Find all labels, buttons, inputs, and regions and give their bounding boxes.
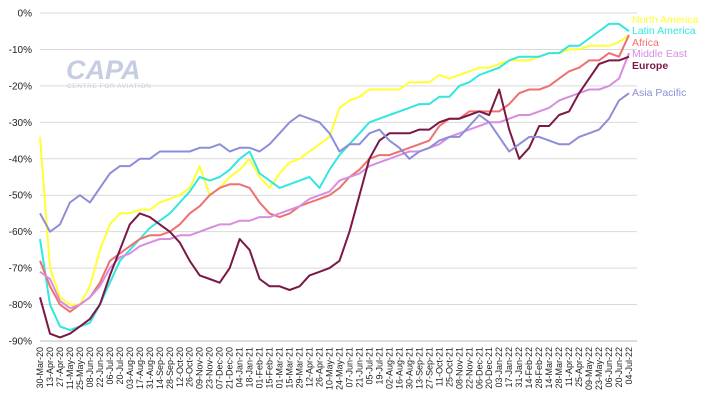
x-tick-label: 04-Jan-21 (235, 347, 245, 388)
x-tick-label: 07-Jun-21 (344, 347, 354, 388)
x-tick-label: 20-Dec-21 (484, 347, 494, 389)
capa-watermark: CAPA CENTRE FOR AVIATION (66, 55, 151, 90)
x-tick-label: 27-Apr-20 (55, 347, 65, 387)
x-tick-label: 25-May-20 (75, 347, 85, 390)
x-tick-label: 15-Feb-21 (265, 347, 275, 389)
x-tick-label: 29-Mar-21 (295, 347, 305, 389)
x-tick-label: 10-May-21 (325, 347, 335, 390)
x-tick-label: 12-Apr-21 (305, 347, 315, 387)
x-tick-label: 23-May-22 (594, 347, 604, 390)
x-tick-label: 11-Oct-21 (434, 347, 444, 386)
x-tick-label: 21-Dec-20 (225, 347, 235, 389)
x-tick-label: 31-Jan-22 (514, 347, 524, 388)
x-tick-label: 03-Jan-22 (494, 347, 504, 388)
x-tick-label: 08-Nov-21 (454, 347, 464, 389)
watermark-tagline: CENTRE FOR AVIATION (67, 83, 151, 90)
x-tick-label: 26-Oct-20 (185, 347, 195, 387)
x-tick-label: 30-Aug-21 (404, 347, 414, 389)
x-tick-label: 09-May-22 (584, 347, 594, 390)
x-tick-label: 20-Jul-20 (115, 347, 125, 385)
series-line-europe (39, 55, 630, 339)
legend-label-europe: Europe (632, 60, 668, 72)
y-tick-label: -30% (9, 118, 32, 129)
series-line-asia-pacific (39, 92, 630, 233)
series-line-north-america (39, 34, 630, 306)
x-tick-label: 06-Jul-20 (105, 347, 115, 385)
x-tick-label: 12-Oct-20 (175, 347, 185, 387)
legend-label-africa: Africa (632, 37, 659, 49)
x-tick-label: 20-Jun-22 (614, 347, 624, 388)
x-tick-label: 13-Apr-20 (45, 347, 55, 387)
x-tick-label: 28-Feb-22 (534, 347, 544, 389)
legend-label-latin-america: Latin America (632, 25, 696, 37)
x-tick-label: 22-Jun-20 (95, 347, 105, 388)
x-tick-label: 18-Jan-21 (245, 347, 255, 388)
x-tick-label: 15-Mar-21 (285, 347, 295, 389)
y-axis-ticks: 0% -10% -20% -30% -40% -50% -60% -70% -80% -90% (9, 9, 32, 348)
x-tick-label: 26-Apr-21 (315, 347, 325, 387)
legend-label-north-america: North America (632, 14, 699, 26)
y-tick-label: -20% (9, 81, 32, 92)
x-tick-label: 28-Mar-22 (554, 347, 564, 389)
x-tick-label: 01-Feb-21 (255, 347, 265, 389)
x-tick-label: 17-Aug-20 (135, 347, 145, 389)
watermark-brand: CAPA (66, 55, 141, 85)
x-tick-label: 25-Apr-22 (574, 347, 584, 387)
y-tick-label: -40% (9, 154, 32, 165)
y-tick-label: -70% (9, 264, 32, 275)
y-tick-label: -60% (9, 227, 32, 238)
x-tick-label: 08-Jun-20 (85, 347, 95, 388)
x-tick-label: 01-Mar-21 (275, 347, 285, 389)
x-tick-label: 25-Oct-21 (444, 347, 454, 387)
series-line-africa (39, 34, 630, 313)
x-tick-label: 02-Aug-21 (384, 347, 394, 389)
x-tick-label: 16-Aug-21 (394, 347, 404, 389)
x-tick-label: 23-Nov-20 (205, 347, 215, 389)
y-tick-label: -90% (9, 337, 32, 348)
series-lines (39, 22, 630, 339)
y-tick-label: -50% (9, 191, 32, 202)
x-tick-label: 09-Nov-20 (195, 347, 205, 389)
x-tick-label: 30-Mar-20 (35, 347, 45, 389)
x-tick-label: 11-Apr-22 (564, 347, 574, 386)
x-tick-label: 31-Aug-20 (145, 347, 155, 389)
x-tick-label: 06-Dec-21 (474, 347, 484, 389)
series-line-middle-east (39, 52, 630, 310)
x-tick-label: 28-Sep-20 (165, 347, 175, 389)
x-tick-label: 22-Nov-21 (464, 347, 474, 389)
x-tick-label: 06-Jun-22 (604, 347, 614, 388)
legend-label-middle-east: Middle East (632, 48, 687, 60)
x-tick-label: 05-Jul-21 (364, 347, 374, 385)
legend-label-asia-pacific: Asia Pacific (632, 87, 686, 99)
x-axis-ticks: 30-Mar-20 13-Apr-20 27-Apr-20 11-May-20 25-M… (35, 347, 634, 390)
y-tick-label: -80% (9, 300, 32, 311)
x-tick-label: 04-Jul-22 (624, 347, 634, 385)
x-tick-label: 17-Jan-22 (504, 347, 514, 388)
y-tick-label: -10% (9, 45, 32, 56)
x-tick-label: 24-May-21 (334, 347, 344, 390)
y-tick-label: 0% (18, 9, 33, 20)
x-tick-label: 19-Jul-21 (374, 347, 384, 385)
x-tick-label: 03-Aug-20 (125, 347, 135, 389)
x-tick-label: 07-Dec-20 (215, 347, 225, 389)
x-tick-label: 27-Sep-21 (424, 347, 434, 389)
x-tick-label: 14-Mar-22 (544, 347, 554, 389)
x-tick-label: 14-Feb-22 (524, 347, 534, 389)
x-tick-label: 14-Sep-20 (155, 347, 165, 389)
x-tick-label: 11-May-20 (65, 347, 75, 389)
x-tick-label: 13-Sep-21 (414, 347, 424, 389)
x-tick-label: 21-Jun-21 (354, 347, 364, 388)
